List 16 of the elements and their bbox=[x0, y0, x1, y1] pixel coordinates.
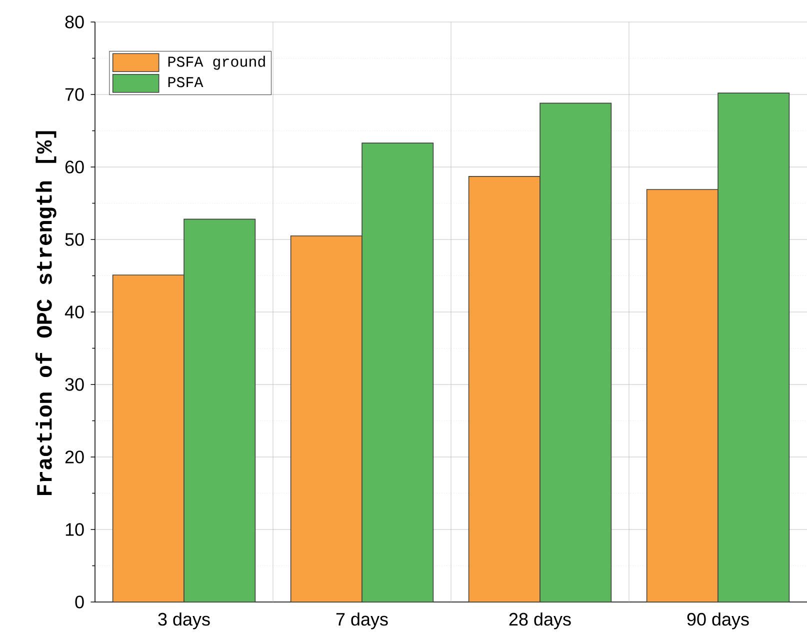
y-tick-label: 0 bbox=[75, 596, 84, 608]
y-tick-label: 40 bbox=[64, 306, 84, 318]
y-tick-label: 50 bbox=[65, 233, 84, 246]
x-tick-label: 7 days bbox=[336, 612, 388, 630]
legend-label: PSFA bbox=[168, 77, 204, 88]
y-tick-label: 20 bbox=[65, 450, 84, 464]
legend-label: PSFA ground bbox=[168, 56, 265, 70]
y-tick-label: 80 bbox=[65, 16, 84, 28]
x-tick-label: 28 days bbox=[509, 612, 571, 630]
x-tick-label: 3 days bbox=[158, 612, 210, 630]
x-tick-label: 90 days bbox=[687, 612, 749, 630]
y-tick-label: 60 bbox=[65, 160, 84, 174]
y-tick-label: 30 bbox=[65, 378, 84, 391]
y-tick-label: 70 bbox=[65, 88, 84, 101]
y-axis-title: Fraction of OPC strength [%] bbox=[35, 131, 56, 496]
y-tick-label: 10 bbox=[66, 523, 84, 536]
